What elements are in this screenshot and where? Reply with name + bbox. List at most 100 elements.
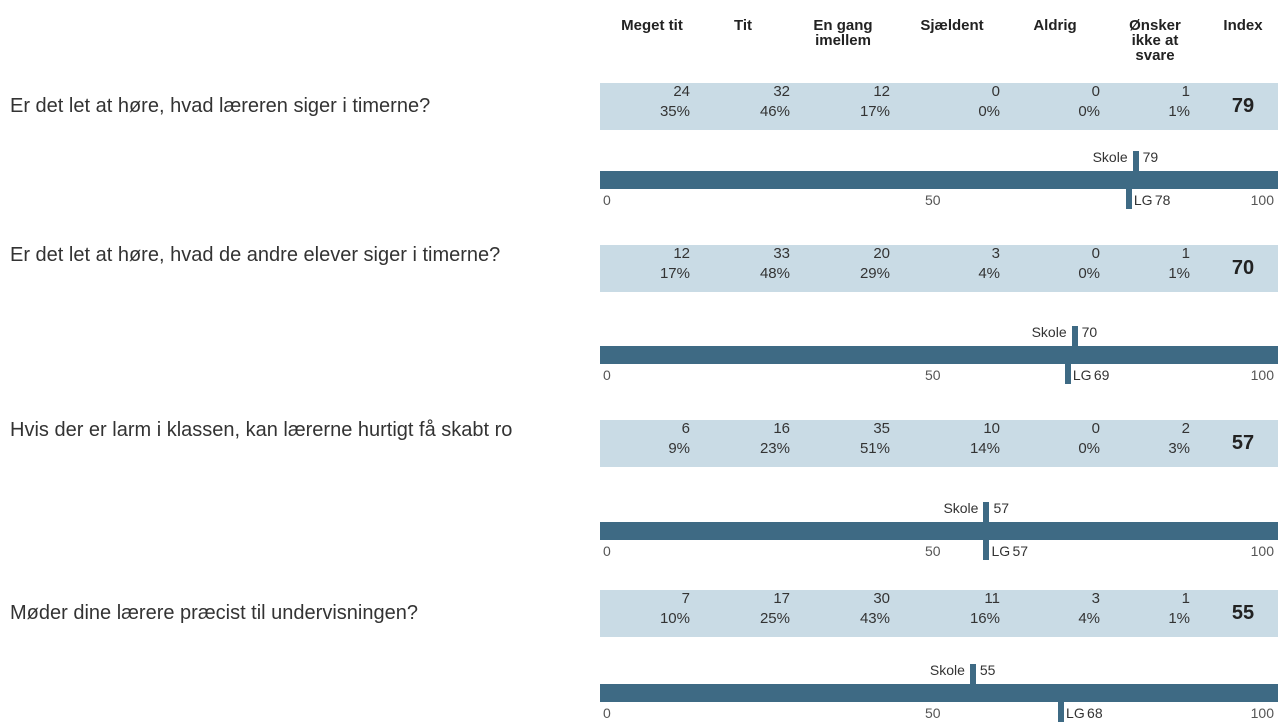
scale-tick-label: 50 xyxy=(925,543,941,559)
school-label: Skole xyxy=(943,500,979,516)
percent: 29% xyxy=(859,265,890,282)
percent: 9% xyxy=(668,440,690,457)
response-band xyxy=(600,245,1278,292)
scale-bar xyxy=(600,684,1278,702)
school-marker xyxy=(1132,151,1139,171)
count: 12 xyxy=(873,83,890,100)
count: 3 xyxy=(1091,590,1100,607)
school-marker xyxy=(969,664,976,684)
count: 1 xyxy=(1181,590,1190,607)
scale-bar xyxy=(600,171,1278,189)
percent: 10% xyxy=(659,610,690,627)
count: 12 xyxy=(673,245,690,262)
count: 0 xyxy=(1091,420,1100,437)
lg-label: LG xyxy=(991,543,1011,559)
school-label: Skole xyxy=(1031,324,1067,340)
lg-marker xyxy=(1064,364,1071,384)
percent: 51% xyxy=(859,440,890,457)
scale-tick-label: 100 xyxy=(1250,705,1274,721)
index-value: 57 xyxy=(1231,432,1255,454)
percent: 17% xyxy=(859,103,890,120)
percent: 48% xyxy=(759,265,790,282)
question: Er det let at høre, hvad læreren siger i… xyxy=(10,95,431,117)
school-value: 57 xyxy=(993,500,1010,516)
lg-value: 57 xyxy=(1012,543,1029,559)
scale-tick-label: 100 xyxy=(1250,367,1274,383)
index-value: 70 xyxy=(1231,257,1255,279)
percent: 0% xyxy=(978,103,1000,120)
percent: 0% xyxy=(1078,265,1100,282)
percent: 23% xyxy=(759,440,790,457)
count: 1 xyxy=(1181,245,1190,262)
question: Møder dine lærere præcist til undervisni… xyxy=(10,602,418,624)
count: 6 xyxy=(681,420,690,437)
scale-bar xyxy=(600,346,1278,364)
column-header: Sjældent xyxy=(920,17,984,34)
count: 20 xyxy=(873,245,890,262)
school-value: 55 xyxy=(979,662,996,678)
school-label: Skole xyxy=(1092,149,1128,165)
school-marker xyxy=(1071,326,1078,346)
school-value: 70 xyxy=(1081,324,1098,340)
count: 0 xyxy=(1091,83,1100,100)
column-header: Tit xyxy=(733,17,753,34)
response-band xyxy=(600,83,1278,130)
count: 11 xyxy=(984,590,1000,607)
lg-value: 69 xyxy=(1093,367,1110,383)
count: 17 xyxy=(773,590,790,607)
percent: 3% xyxy=(1168,440,1190,457)
count: 30 xyxy=(873,590,890,607)
count: 10 xyxy=(983,420,1000,437)
column-header: Meget tit xyxy=(621,17,683,34)
scale-tick-label: 0 xyxy=(603,192,611,208)
percent: 16% xyxy=(969,610,1000,627)
lg-label: LG xyxy=(1133,192,1153,208)
school-marker xyxy=(983,502,990,522)
scale-tick-label: 50 xyxy=(925,705,941,721)
scale-tick-label: 50 xyxy=(925,367,941,383)
column-header: Ønsker ikke at svare xyxy=(1129,17,1181,64)
count: 3 xyxy=(991,245,1000,262)
count: 35 xyxy=(873,420,890,437)
count: 33 xyxy=(773,245,790,262)
percent: 4% xyxy=(1078,610,1100,627)
percent: 43% xyxy=(859,610,890,627)
scale-tick-label: 0 xyxy=(603,543,611,559)
count: 7 xyxy=(681,590,690,607)
percent: 1% xyxy=(1168,610,1190,627)
percent: 14% xyxy=(969,440,1000,457)
percent: 35% xyxy=(659,103,690,120)
percent: 1% xyxy=(1168,103,1190,120)
index-value: 55 xyxy=(1231,602,1255,624)
column-header: Aldrig xyxy=(1033,17,1077,34)
lg-value: 68 xyxy=(1087,705,1103,721)
count: 2 xyxy=(1181,420,1190,437)
lg-marker xyxy=(983,540,990,560)
count: 1 xyxy=(1181,83,1190,100)
scale-tick-label: 100 xyxy=(1250,543,1274,559)
count: 0 xyxy=(991,83,1000,100)
percent: 0% xyxy=(1078,440,1100,457)
percent: 46% xyxy=(759,103,790,120)
response-band xyxy=(600,420,1278,467)
school-label: Skole xyxy=(929,662,965,678)
lg-marker xyxy=(1125,189,1132,209)
count: 16 xyxy=(773,420,790,437)
school-value: 79 xyxy=(1142,149,1159,165)
percent: 1% xyxy=(1168,265,1190,282)
lg-value: 78 xyxy=(1154,192,1171,208)
percent: 17% xyxy=(659,265,690,282)
count: 32 xyxy=(773,83,790,100)
index-value: 79 xyxy=(1231,95,1255,117)
question: Hvis der er larm i klassen, kan lærerne … xyxy=(10,419,513,441)
question: Er det let at høre, hvad de andre elever… xyxy=(10,244,501,266)
response-band xyxy=(600,590,1278,637)
percent: 4% xyxy=(978,265,1000,282)
percent: 0% xyxy=(1078,103,1100,120)
count: 0 xyxy=(1091,245,1100,262)
scale-tick-label: 0 xyxy=(603,705,611,721)
percent: 25% xyxy=(759,610,790,627)
column-header: En gang imellem xyxy=(813,17,873,49)
scale-tick-label: 50 xyxy=(925,192,941,208)
